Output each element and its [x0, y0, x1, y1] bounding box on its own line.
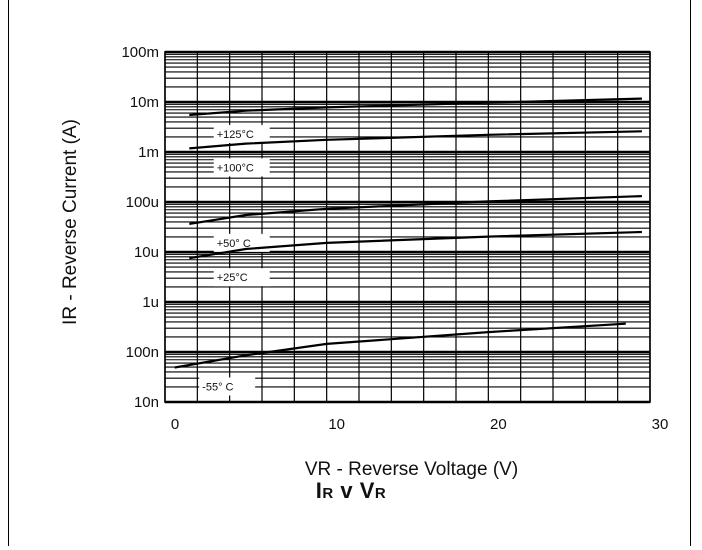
- y-tick-label: 1m: [138, 144, 159, 161]
- series-label: +25°C: [217, 272, 248, 284]
- chart-frame: [8, 0, 691, 546]
- series-label: -55° C: [202, 381, 233, 393]
- x-axis-title: VR - Reverse Voltage (V): [305, 459, 518, 480]
- series-line: [189, 195, 642, 225]
- title-letter: V: [359, 478, 375, 503]
- y-tick-label: 100n: [126, 344, 159, 361]
- series-label-background: [213, 158, 270, 177]
- series-label: +50° C: [217, 238, 251, 250]
- series-label-background: [199, 377, 256, 396]
- title-letter: I: [315, 478, 323, 503]
- x-tick-label: 30: [652, 416, 669, 433]
- series-line: [189, 130, 642, 150]
- title-subscript: R: [322, 485, 334, 502]
- series-label-background: [213, 268, 270, 287]
- x-tick-label: 10: [328, 416, 345, 433]
- chart-title: IR v VR: [0, 478, 702, 504]
- y-tick-label: 100u: [126, 194, 159, 211]
- series-label-background: [213, 124, 270, 143]
- y-tick-label: 1u: [142, 294, 159, 311]
- series-line: [174, 322, 626, 369]
- title-word: v: [340, 478, 354, 503]
- title-subscript: R: [374, 485, 387, 502]
- series-line: [189, 230, 642, 260]
- series-label: +125°C: [217, 129, 254, 141]
- y-axis-title: IR - Reverse Current (A): [60, 119, 81, 325]
- series-line: [189, 97, 642, 117]
- x-tick-label: 0: [171, 416, 179, 433]
- y-tick-label: 100m: [121, 44, 159, 61]
- plot-border: [164, 51, 651, 403]
- y-tick-label: 10u: [134, 244, 159, 261]
- x-tick-label: 20: [490, 416, 507, 433]
- y-tick-label: 10m: [130, 94, 159, 111]
- y-tick-label: 10n: [134, 394, 159, 411]
- series-label: +100°C: [217, 162, 254, 174]
